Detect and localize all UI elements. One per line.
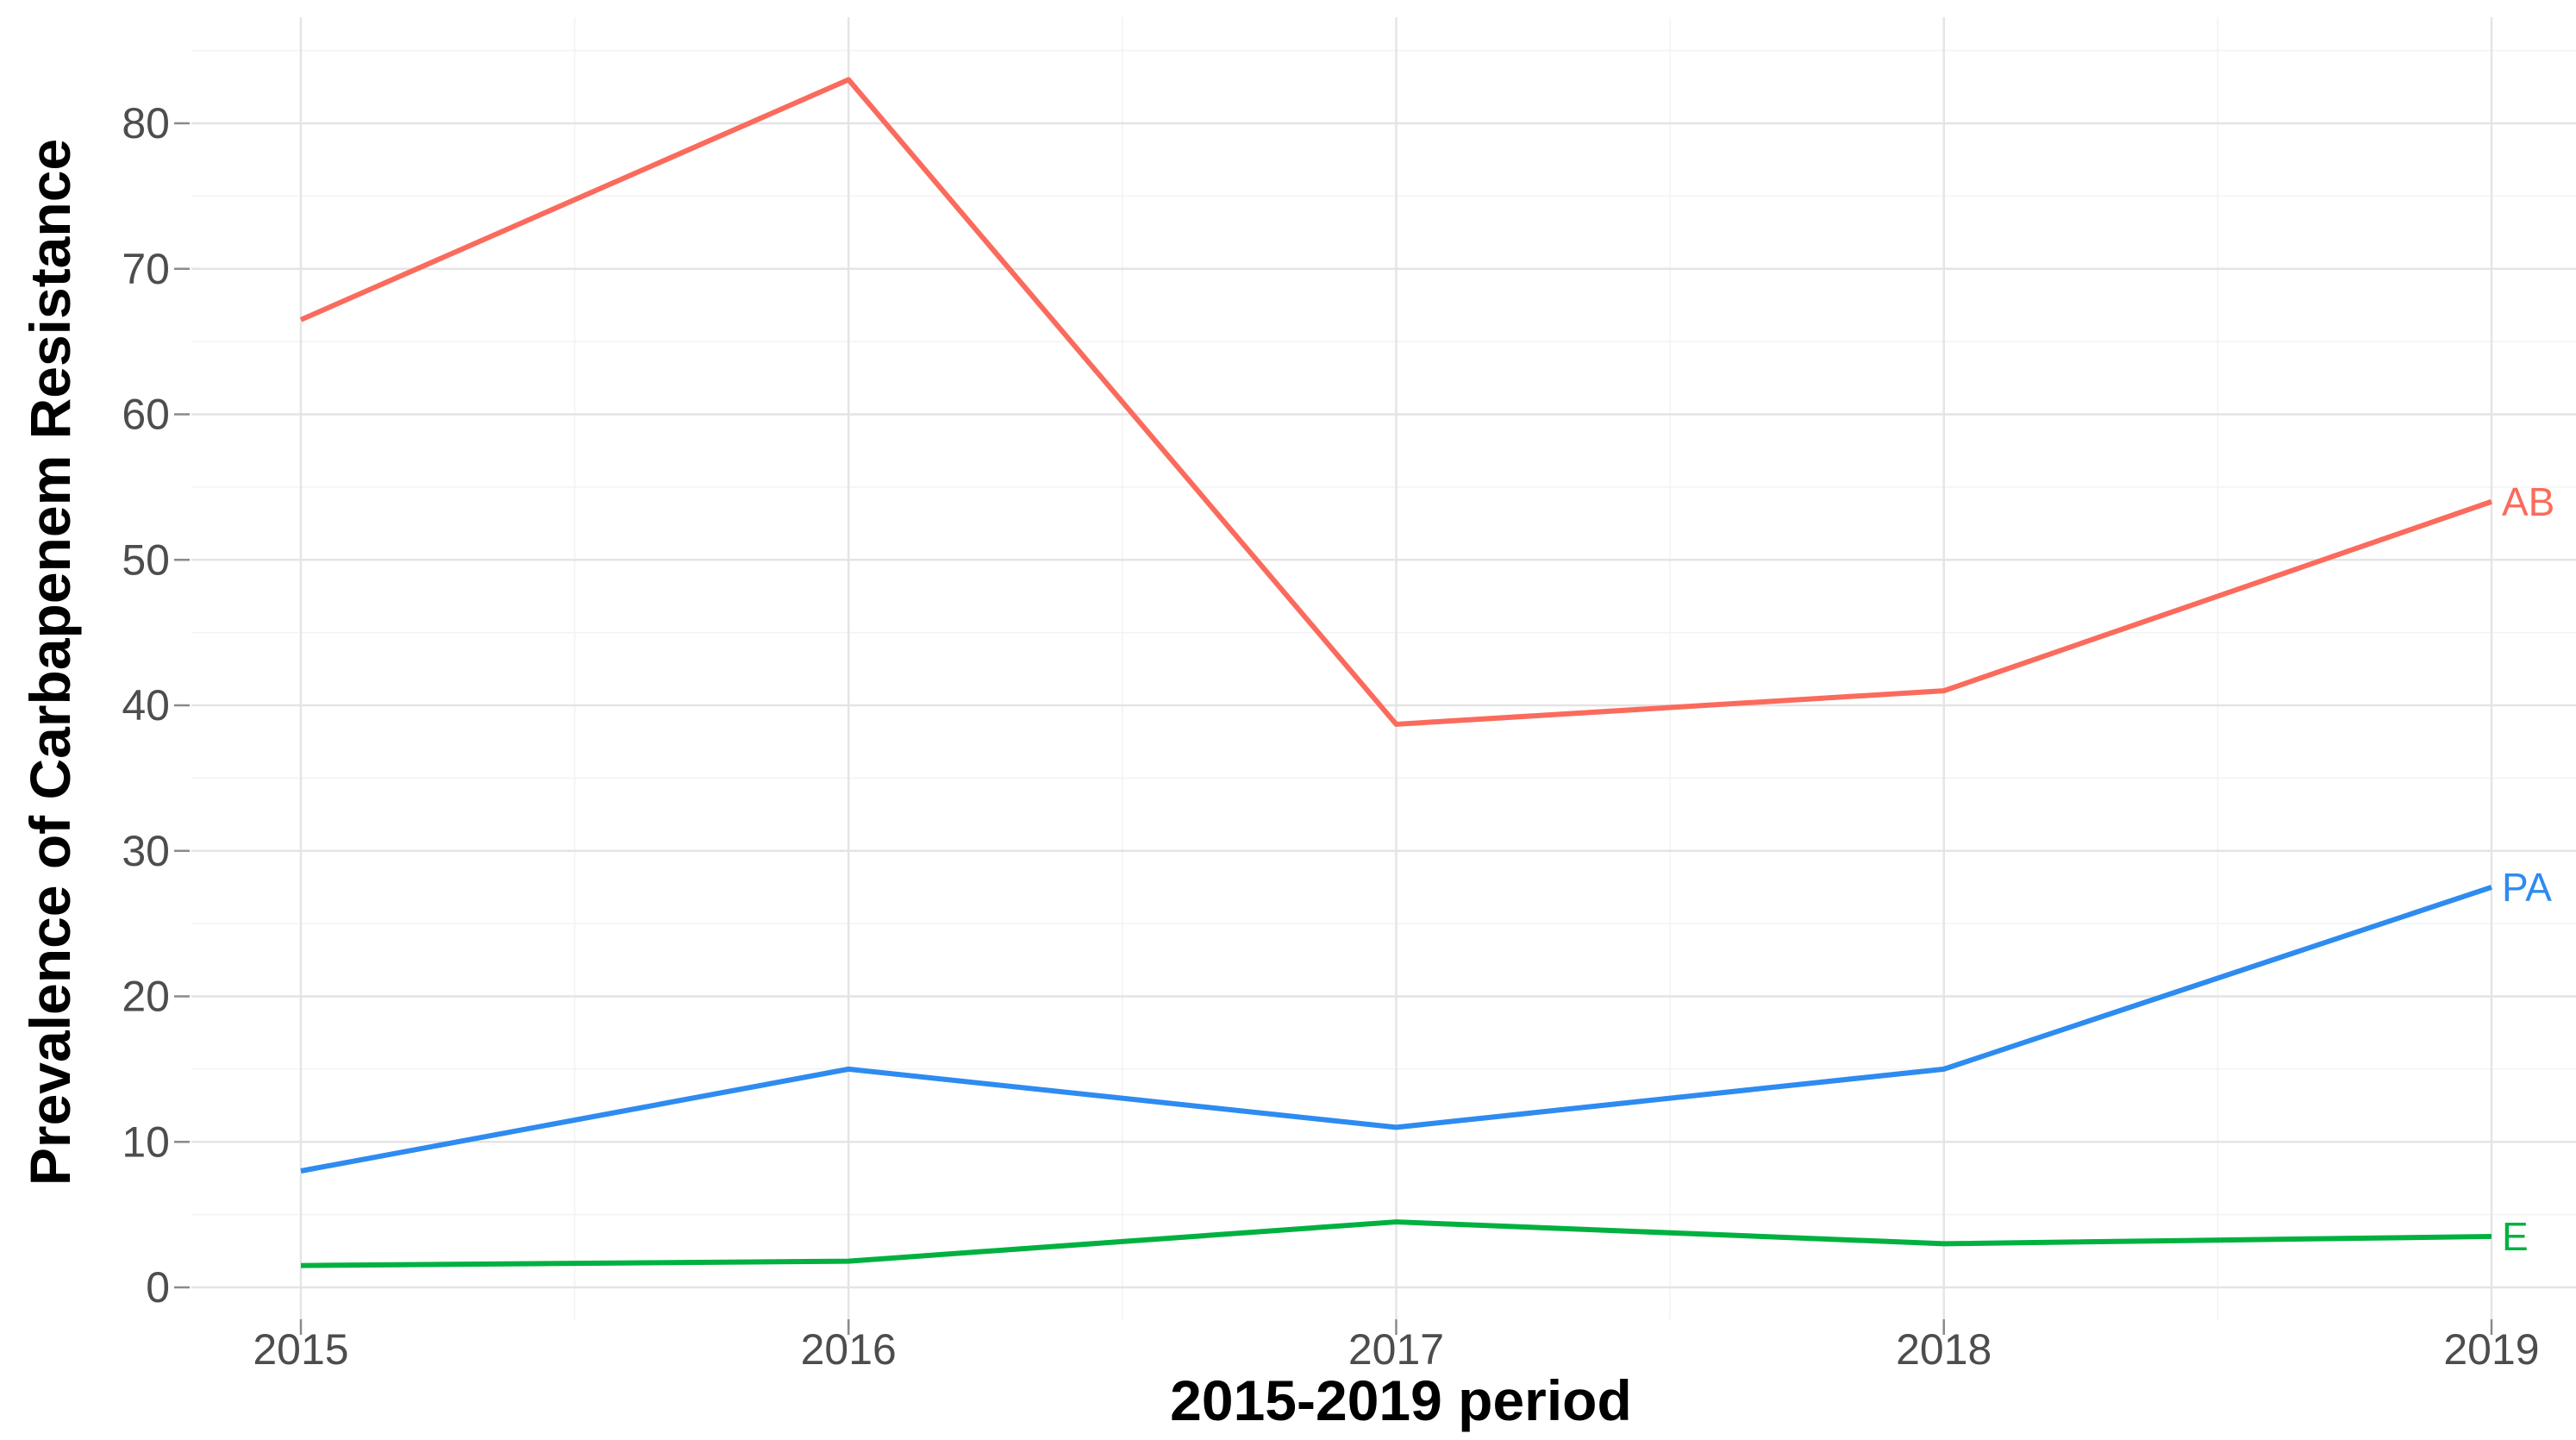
y-tick-label-40: 40: [122, 681, 170, 729]
series-line-PA: [300, 885, 2492, 1174]
x-tick-label-2017: 2017: [1348, 1325, 1444, 1374]
y-axis-title: Prevalence of Carbapenem Resistance: [18, 138, 82, 1186]
series-end-label-E: E: [2502, 1214, 2529, 1259]
y-tick-label-20: 20: [122, 973, 170, 1021]
x-tick-label-2016: 2016: [801, 1325, 897, 1374]
y-tick-label-70: 70: [122, 245, 170, 293]
x-axis-title: 2015-2019 period: [1170, 1368, 1632, 1432]
y-tick-label-80: 80: [122, 99, 170, 147]
series-line-E: [300, 1219, 2492, 1268]
y-tick-label-10: 10: [122, 1118, 170, 1166]
series-end-label-AB: AB: [2502, 479, 2554, 524]
x-tick-label-2015: 2015: [253, 1325, 348, 1374]
y-tick-label-0: 0: [146, 1263, 170, 1312]
y-tick-label-60: 60: [122, 391, 170, 439]
y-tick-label-50: 50: [122, 535, 170, 584]
series-line-AB: [299, 77, 2492, 727]
y-tick-label-30: 30: [122, 827, 170, 875]
x-tick-label-2018: 2018: [1896, 1325, 1991, 1374]
series-end-label-PA: PA: [2502, 865, 2552, 910]
x-tick-label-2019: 2019: [2443, 1325, 2539, 1374]
